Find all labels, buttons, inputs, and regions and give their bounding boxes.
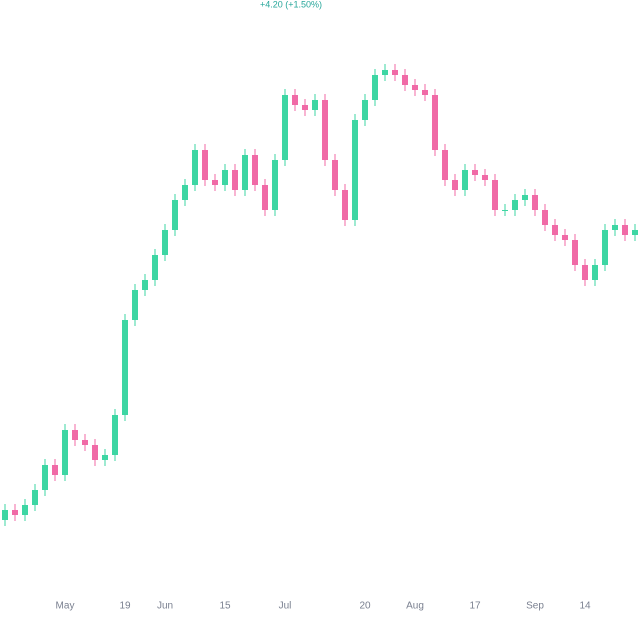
candle-body	[242, 155, 248, 190]
candle-body	[162, 230, 168, 255]
candle-body	[202, 150, 208, 180]
candle-body	[452, 180, 458, 190]
candle-body	[522, 195, 528, 200]
candle-body	[622, 225, 628, 235]
x-tick-label: Jun	[157, 601, 173, 612]
candle-body	[312, 100, 318, 110]
candle-body	[222, 170, 228, 185]
candle-body	[562, 235, 568, 240]
candle-body	[612, 225, 618, 230]
candle-body	[142, 280, 148, 290]
candle-body	[572, 240, 578, 265]
candle-body	[552, 225, 558, 235]
x-tick-label: 14	[579, 601, 591, 612]
candle-body	[302, 105, 308, 110]
candle-body	[92, 445, 98, 460]
candle-body	[422, 90, 428, 95]
candle-body	[602, 230, 608, 265]
candle-body	[442, 150, 448, 180]
candle-body	[192, 150, 198, 185]
candle-body	[262, 185, 268, 210]
candle-body	[132, 290, 138, 320]
candle-body	[122, 320, 128, 415]
candle-body	[412, 85, 418, 90]
change-label: +4.20 (+1.50%)	[260, 0, 322, 9]
candle-body	[352, 120, 358, 220]
x-tick-label: Jul	[279, 601, 292, 612]
candle-body	[102, 455, 108, 460]
candle-body	[472, 170, 478, 175]
candle-body	[502, 210, 508, 211]
candle-body	[482, 175, 488, 180]
candle-body	[492, 180, 498, 210]
candle-body	[152, 255, 158, 280]
candle-body	[72, 430, 78, 440]
candle-body	[342, 190, 348, 220]
candle-body	[32, 490, 38, 505]
candle-body	[292, 95, 298, 105]
candle-body	[322, 100, 328, 160]
candle-body	[182, 185, 188, 200]
candle-body	[382, 70, 388, 75]
x-tick-label: 15	[219, 601, 231, 612]
candle-body	[402, 75, 408, 85]
candle-body	[272, 160, 278, 210]
candle-body	[362, 100, 368, 120]
candle-body	[592, 265, 598, 280]
x-tick-label: May	[56, 601, 75, 612]
candle-body	[252, 155, 258, 185]
candle-body	[52, 465, 58, 475]
candle-body	[172, 200, 178, 230]
x-tick-label: 19	[119, 601, 131, 612]
candle-body	[462, 170, 468, 190]
candle-body	[22, 505, 28, 515]
candle-body	[582, 265, 588, 280]
candle-body	[372, 75, 378, 100]
candle-body	[212, 180, 218, 185]
candle-body	[632, 230, 638, 235]
candle-body	[432, 95, 438, 150]
candle-body	[232, 170, 238, 190]
candle-body	[282, 95, 288, 160]
candle-body	[392, 70, 398, 75]
candle-body	[62, 430, 68, 475]
candle-body	[332, 160, 338, 190]
candle-body	[542, 210, 548, 225]
candle-body	[42, 465, 48, 490]
candle-body	[512, 200, 518, 210]
candle-body	[82, 440, 88, 445]
candle-body	[532, 195, 538, 210]
candle-body	[112, 415, 118, 455]
candle-body	[12, 510, 18, 515]
candle-body	[2, 510, 8, 520]
x-tick-label: Aug	[406, 601, 424, 612]
x-tick-label: 17	[469, 601, 481, 612]
x-tick-label: 20	[359, 601, 371, 612]
x-tick-label: Sep	[526, 601, 544, 612]
